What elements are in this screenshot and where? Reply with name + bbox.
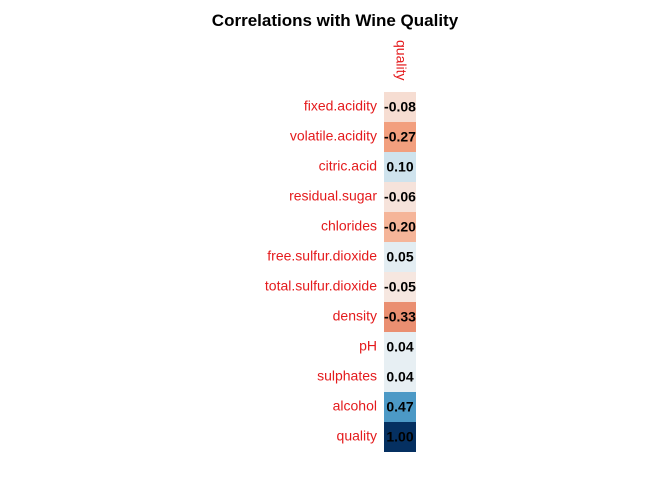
row-label: quality — [337, 428, 377, 444]
heatmap-cell — [384, 332, 416, 362]
row-label: alcohol — [333, 398, 377, 414]
row-label: citric.acid — [319, 158, 377, 174]
heatmap-cell — [384, 272, 416, 302]
row-label: total.sulfur.dioxide — [265, 278, 377, 294]
heatmap-cell — [384, 152, 416, 182]
value-label: -0.05 — [384, 279, 416, 295]
heatmap-cells — [384, 92, 416, 452]
column-labels: quality — [393, 40, 409, 80]
row-label: fixed.acidity — [304, 98, 377, 114]
chart-title: Correlations with Wine Quality — [212, 11, 459, 30]
heatmap-cell — [384, 122, 416, 152]
column-label: quality — [393, 40, 409, 80]
value-label: 0.05 — [386, 249, 413, 265]
value-labels: -0.08 -0.27 0.10 -0.06 -0.20 0.05 -0.05 -0.33 0.… — [384, 99, 416, 445]
value-label: 0.04 — [386, 369, 413, 385]
value-label: 0.10 — [386, 159, 413, 175]
row-label: residual.sugar — [289, 188, 377, 204]
row-label: volatile.acidity — [290, 128, 377, 144]
value-label: -0.33 — [384, 309, 416, 325]
heatmap-cell — [384, 92, 416, 122]
heatmap-cell — [384, 302, 416, 332]
heatmap-cell — [384, 182, 416, 212]
value-label: -0.08 — [384, 99, 416, 115]
heatmap-cell — [384, 422, 416, 452]
row-label: density — [333, 308, 377, 324]
row-label: chlorides — [321, 218, 377, 234]
heatmap-cell — [384, 212, 416, 242]
row-label: pH — [359, 338, 377, 354]
row-label: sulphates — [317, 368, 377, 384]
value-label: 0.47 — [386, 399, 413, 415]
value-label: 1.00 — [386, 429, 413, 445]
value-label: -0.06 — [384, 189, 416, 205]
value-label: 0.04 — [386, 339, 413, 355]
heatmap-cell — [384, 392, 416, 422]
heatmap-cell — [384, 362, 416, 392]
value-label: -0.27 — [384, 129, 416, 145]
row-label: free.sulfur.dioxide — [267, 248, 377, 264]
heatmap-cell — [384, 242, 416, 272]
value-label: -0.20 — [384, 219, 416, 235]
row-labels: fixed.acidity volatile.acidity citric.acid… — [265, 98, 377, 444]
